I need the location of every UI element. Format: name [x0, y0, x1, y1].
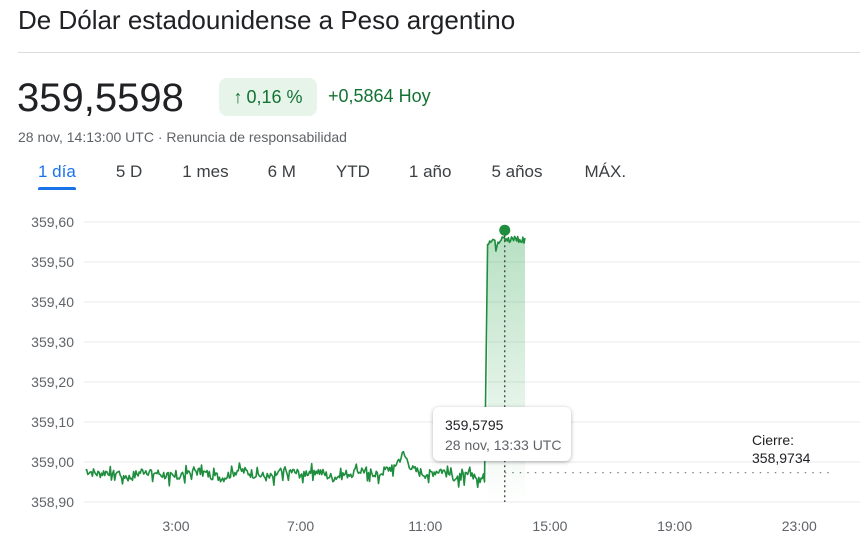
y-tick-label: 359,00	[31, 454, 74, 470]
page-title: De Dólar estadounidense a Peso argentino	[18, 5, 516, 35]
y-tick-label: 359,20	[31, 374, 74, 390]
previous-close-value: 358,9734	[752, 450, 811, 466]
timestamp-line: 28 nov, 14:13:00 UTC · Renuncia de respo…	[18, 129, 347, 145]
change-percent-badge: ↑ 0,16 %	[219, 78, 317, 116]
tab-ytd[interactable]: YTD	[335, 162, 370, 181]
tooltip-value: 359,5795	[445, 417, 504, 433]
change-absolute: +0,5864 Hoy	[328, 86, 431, 106]
x-tick-label: 19:00	[657, 518, 692, 534]
y-tick-label: 359,30	[31, 334, 74, 350]
disclaimer-link[interactable]: Renuncia de responsabilidad	[166, 129, 347, 145]
previous-close-label: Cierre:	[752, 432, 795, 448]
arrow-up-icon: ↑	[233, 86, 243, 107]
x-tick-label: 23:00	[782, 518, 817, 534]
x-tick-label: 3:00	[162, 518, 189, 534]
current-price: 359,5598	[17, 76, 184, 120]
x-tick-label: 7:00	[287, 518, 314, 534]
series-line	[85, 235, 526, 489]
y-tick-label: 359,50	[31, 254, 74, 270]
divider	[18, 52, 860, 53]
tab-5-days[interactable]: 5 D	[115, 162, 143, 181]
tooltip-date: 28 nov, 13:33 UTC	[445, 437, 562, 453]
tab-max[interactable]: MÁX.	[584, 162, 627, 181]
selected-point-marker	[499, 224, 511, 236]
y-tick-label: 358,90	[31, 494, 74, 510]
tab-1-month[interactable]: 1 mes	[182, 162, 229, 181]
timestamp: 28 nov, 14:13:00 UTC	[18, 129, 154, 145]
tab-1-day[interactable]: 1 día	[38, 160, 76, 190]
y-tick-label: 359,40	[31, 294, 74, 310]
tab-1-year[interactable]: 1 año	[408, 162, 452, 181]
tooltip: 359,5795 28 nov, 13:33 UTC	[433, 407, 571, 461]
y-tick-label: 359,10	[31, 414, 74, 430]
tab-6-months[interactable]: 6 M	[267, 162, 296, 181]
change-percent: 0,16 %	[246, 86, 303, 107]
range-tabs: 1 día 5 D 1 mes 6 M YTD 1 año 5 años MÁX…	[38, 160, 626, 190]
separator: ·	[153, 129, 167, 145]
x-tick-label: 15:00	[532, 518, 567, 534]
y-tick-label: 359,60	[31, 214, 74, 230]
previous-close: Cierre: 358,9734	[752, 431, 810, 467]
area-fill	[487, 236, 526, 502]
tab-5-years[interactable]: 5 años	[491, 162, 543, 181]
x-tick-label: 11:00	[408, 518, 442, 534]
